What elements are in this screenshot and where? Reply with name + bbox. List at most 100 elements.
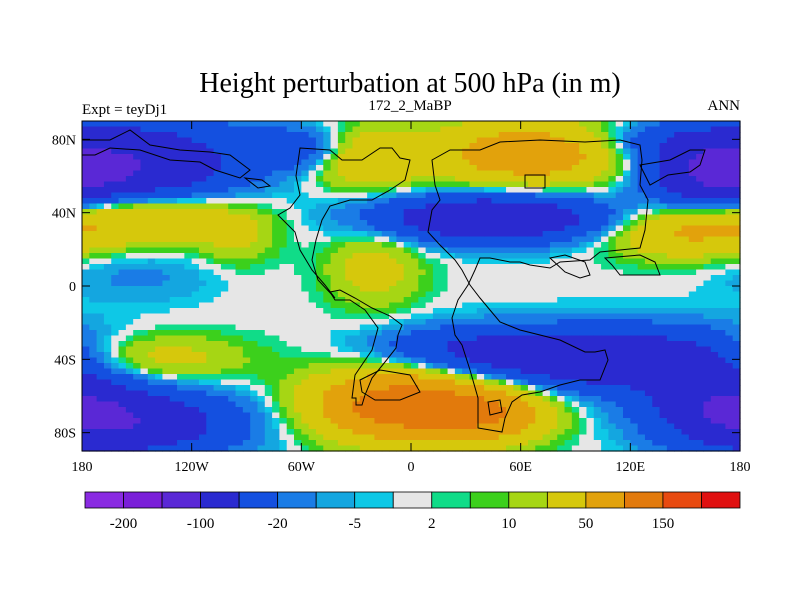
heatmap-cell bbox=[82, 258, 90, 265]
heatmap-cell bbox=[286, 187, 295, 194]
heatmap-cell bbox=[96, 154, 105, 161]
heatmap-cell bbox=[718, 264, 726, 271]
heatmap-cell bbox=[381, 390, 390, 397]
heatmap-cell bbox=[257, 407, 266, 414]
heatmap-cell bbox=[155, 247, 164, 254]
heatmap-cell bbox=[103, 121, 112, 128]
heatmap-cell bbox=[279, 423, 288, 430]
heatmap-cell bbox=[732, 363, 741, 370]
heatmap-cell bbox=[323, 269, 332, 276]
heatmap-cell bbox=[644, 412, 653, 419]
heatmap-cell bbox=[140, 154, 149, 161]
heatmap-cell bbox=[337, 341, 346, 348]
heatmap-cell bbox=[279, 385, 288, 392]
heatmap-cell bbox=[469, 203, 478, 210]
heatmap-cell bbox=[264, 247, 273, 254]
heatmap-cell bbox=[484, 148, 493, 155]
heatmap-cell bbox=[652, 302, 661, 309]
heatmap-cell bbox=[601, 275, 609, 282]
heatmap-cell bbox=[337, 231, 346, 238]
heatmap-cell bbox=[542, 269, 551, 276]
heatmap-cell bbox=[103, 396, 112, 403]
heatmap-cell bbox=[535, 396, 544, 403]
heatmap-cell bbox=[520, 198, 529, 205]
heatmap-cell bbox=[118, 159, 127, 166]
heatmap-cell bbox=[469, 396, 478, 403]
heatmap-cell bbox=[337, 352, 346, 359]
heatmap-cell bbox=[491, 121, 500, 128]
heatmap-cell bbox=[579, 154, 588, 161]
heatmap-cell bbox=[601, 341, 609, 348]
heatmap-cell bbox=[213, 297, 222, 304]
heatmap-cell bbox=[367, 302, 376, 309]
heatmap-cell bbox=[374, 357, 383, 364]
heatmap-cell bbox=[484, 341, 493, 348]
heatmap-cell bbox=[169, 357, 178, 364]
heatmap-cell bbox=[454, 324, 463, 331]
heatmap-cell bbox=[688, 407, 697, 414]
heatmap-cell bbox=[133, 423, 142, 430]
heatmap-cell bbox=[140, 363, 149, 370]
heatmap-cell bbox=[198, 346, 207, 353]
heatmap-cell bbox=[272, 192, 280, 199]
heatmap-cell bbox=[198, 286, 207, 293]
heatmap-cell bbox=[718, 231, 726, 238]
heatmap-cell bbox=[89, 302, 98, 309]
heatmap-cell bbox=[623, 242, 631, 249]
heatmap-cell bbox=[454, 132, 463, 139]
heatmap-cell bbox=[308, 264, 317, 271]
heatmap-cell bbox=[103, 159, 112, 166]
heatmap-cell bbox=[155, 269, 164, 276]
heatmap-cell bbox=[272, 363, 280, 370]
heatmap-cell bbox=[601, 209, 609, 216]
heatmap-cell bbox=[345, 423, 354, 430]
heatmap-cell bbox=[242, 407, 251, 414]
heatmap-cell bbox=[403, 198, 412, 205]
heatmap-cell bbox=[125, 291, 134, 298]
heatmap-cell bbox=[549, 302, 558, 309]
heatmap-cell bbox=[359, 330, 368, 337]
heatmap-cell bbox=[725, 418, 734, 425]
heatmap-cell bbox=[257, 209, 266, 216]
heatmap-cell bbox=[476, 412, 485, 419]
heatmap-cell bbox=[593, 143, 602, 150]
heatmap-cell bbox=[396, 341, 405, 348]
heatmap-cell bbox=[198, 225, 207, 232]
heatmap-cell bbox=[593, 264, 602, 271]
heatmap-cell bbox=[498, 308, 507, 315]
heatmap-cell bbox=[308, 407, 317, 414]
heatmap-cell bbox=[103, 203, 112, 210]
heatmap-cell bbox=[359, 132, 368, 139]
heatmap-cell bbox=[345, 225, 354, 232]
heatmap-cell bbox=[111, 396, 120, 403]
heatmap-cell bbox=[389, 357, 397, 364]
heatmap-cell bbox=[264, 231, 273, 238]
heatmap-cell bbox=[337, 187, 346, 194]
heatmap-cell bbox=[228, 253, 237, 260]
heatmap-cell bbox=[557, 363, 566, 370]
heatmap-cell bbox=[520, 286, 529, 293]
heatmap-cell bbox=[586, 143, 595, 150]
heatmap-cell bbox=[425, 374, 434, 381]
heatmap-cell bbox=[206, 335, 215, 342]
heatmap-cell bbox=[345, 418, 354, 425]
heatmap-cell bbox=[608, 126, 617, 133]
heatmap-cell bbox=[323, 258, 332, 265]
heatmap-cell bbox=[593, 407, 602, 414]
heatmap-cell bbox=[177, 203, 185, 210]
heatmap-cell bbox=[352, 324, 361, 331]
heatmap-cell bbox=[703, 258, 712, 265]
heatmap-cell bbox=[213, 242, 222, 249]
heatmap-cell bbox=[301, 412, 310, 419]
heatmap-cell bbox=[272, 214, 280, 221]
heatmap-cell bbox=[111, 363, 120, 370]
heatmap-cell bbox=[257, 154, 266, 161]
heatmap-cell bbox=[527, 291, 536, 298]
heatmap-cell bbox=[345, 269, 354, 276]
heatmap-cell bbox=[264, 357, 273, 364]
heatmap-cell bbox=[681, 198, 690, 205]
heatmap-cell bbox=[198, 236, 207, 243]
heatmap-cell bbox=[732, 324, 741, 331]
heatmap-cell bbox=[315, 220, 324, 227]
heatmap-cell bbox=[359, 253, 368, 260]
